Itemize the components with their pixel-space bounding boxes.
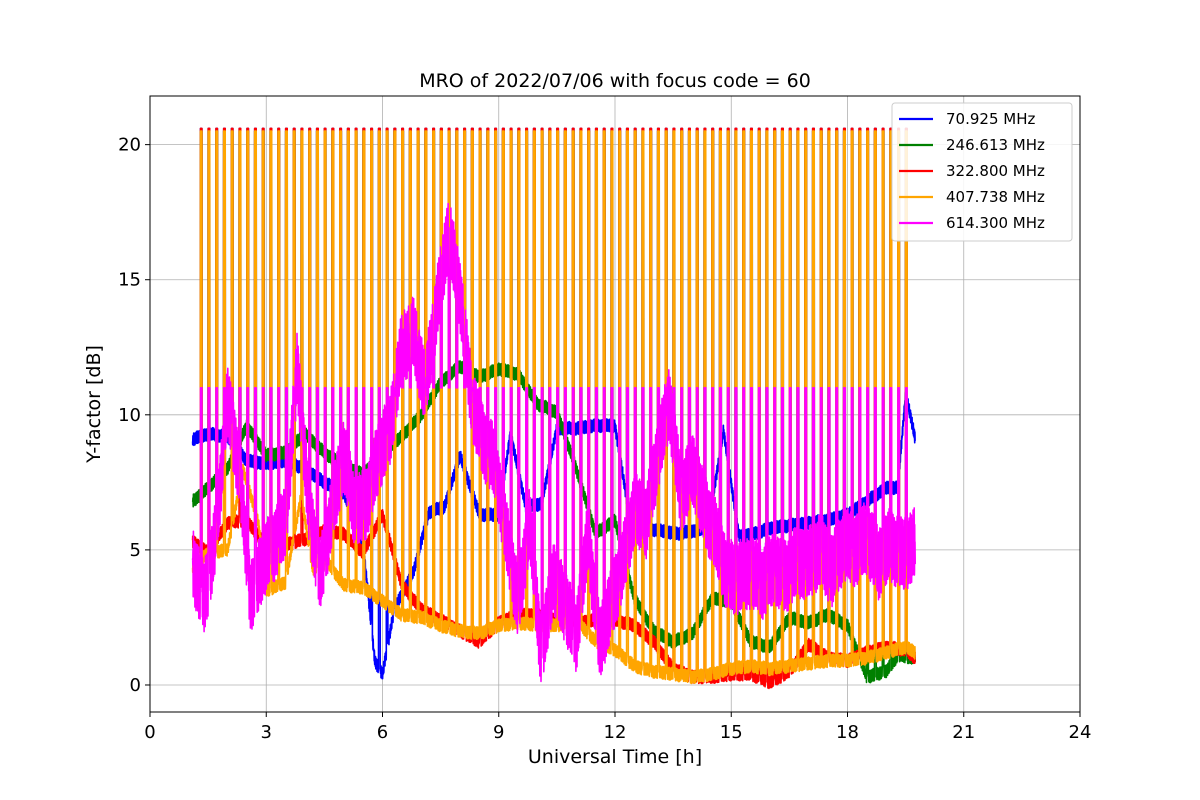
legend-frame [891, 102, 1073, 242]
x-tick-label: 15 [720, 722, 743, 743]
y-tick-label: 10 [118, 405, 141, 426]
legend-label: 70.925 MHz [946, 110, 1035, 128]
x-tick-label: 18 [836, 722, 859, 743]
x-tick-label: 21 [952, 722, 975, 743]
x-tick-label: 12 [604, 722, 627, 743]
x-axis-label: Universal Time [h] [528, 746, 702, 768]
series-614-300-mhz [191, 202, 916, 683]
y-tick-label: 5 [130, 540, 141, 561]
series-70-925-mhz [191, 127, 916, 680]
series-layer [191, 127, 916, 690]
legend-label: 246.613 MHz [946, 136, 1045, 154]
x-tick-label: 9 [493, 722, 504, 743]
x-tick-label: 3 [261, 722, 272, 743]
x-tick-label: 24 [1069, 722, 1092, 743]
legend: 70.925 MHz 246.613 MHz 322.800 MHz 407.738 … [891, 102, 1073, 242]
legend-label: 614.300 MHz [946, 214, 1045, 232]
legend-label: 407.738 MHz [946, 188, 1045, 206]
y-tick-label: 15 [118, 270, 141, 291]
series-407-738-mhz [191, 130, 916, 685]
x-tick-label: 6 [377, 722, 388, 743]
chart-title: MRO of 2022/07/06 with focus code = 60 [419, 70, 811, 92]
axis-ticks: 0 3 6 9 12 15 18 21 24 0 5 10 15 20 [118, 135, 1091, 743]
y-tick-label: 0 [130, 675, 141, 696]
x-tick-label: 0 [144, 722, 155, 743]
y-tick-label: 20 [118, 135, 141, 156]
legend-label: 322.800 MHz [946, 162, 1045, 180]
series-246-613-mhz [191, 130, 916, 684]
y-axis-label: Y-factor [dB] [83, 345, 105, 464]
